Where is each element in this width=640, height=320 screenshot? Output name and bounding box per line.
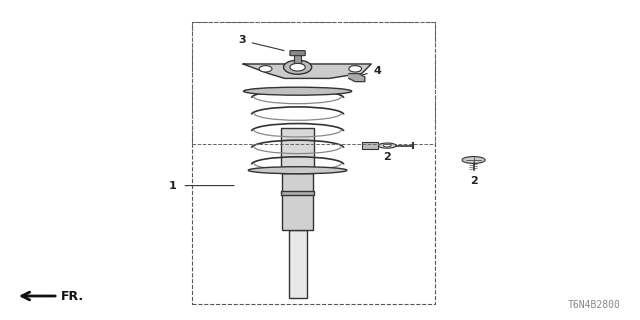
Text: FR.: FR.: [22, 290, 84, 302]
Text: 4: 4: [374, 66, 381, 76]
Circle shape: [349, 66, 362, 72]
Text: T6N4B2800: T6N4B2800: [568, 300, 621, 310]
Ellipse shape: [462, 156, 485, 164]
FancyBboxPatch shape: [290, 51, 305, 56]
Text: 3: 3: [238, 35, 246, 45]
Bar: [289, 230, 307, 298]
Bar: [192, 22, 435, 144]
Text: 1: 1: [169, 180, 177, 191]
Ellipse shape: [248, 167, 347, 174]
Bar: [281, 191, 314, 195]
Polygon shape: [243, 64, 371, 78]
Polygon shape: [349, 74, 365, 82]
Circle shape: [290, 63, 305, 71]
Bar: [282, 173, 313, 230]
Text: 2: 2: [470, 176, 477, 186]
Text: 2: 2: [383, 152, 391, 162]
Bar: [281, 128, 314, 173]
Bar: [294, 54, 301, 64]
Ellipse shape: [244, 87, 352, 95]
Circle shape: [284, 60, 312, 74]
Circle shape: [259, 66, 272, 72]
Bar: [192, 22, 435, 304]
Ellipse shape: [378, 143, 396, 148]
Bar: [362, 142, 378, 149]
Ellipse shape: [383, 144, 391, 147]
